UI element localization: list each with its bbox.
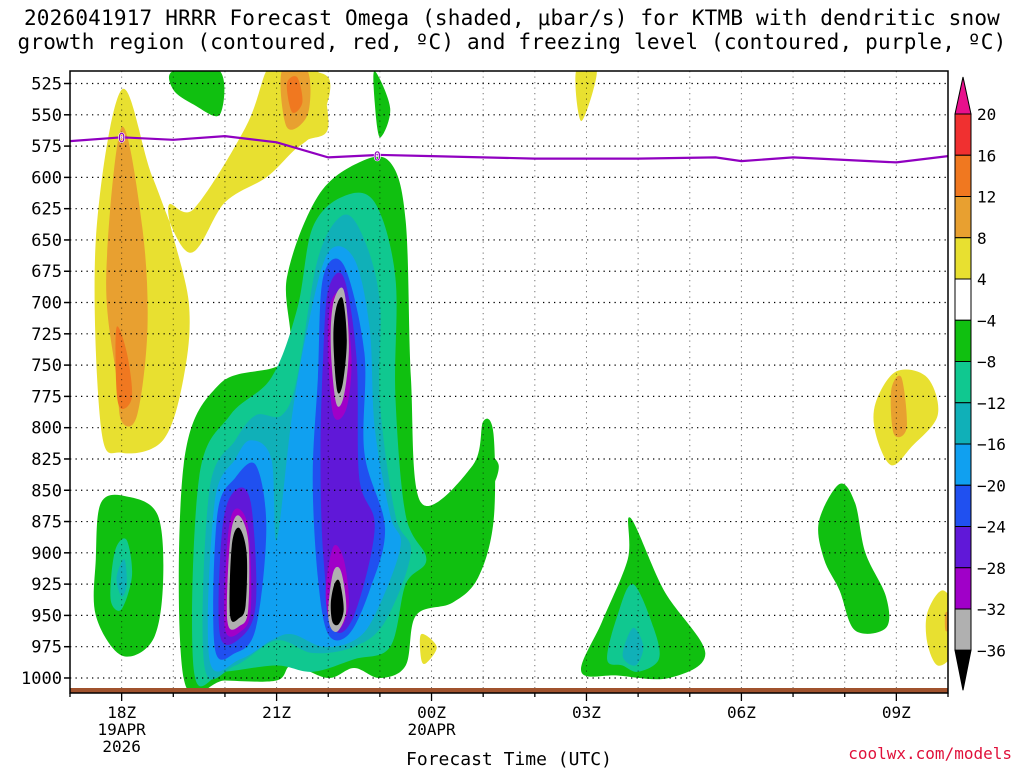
y-tick-label-625: 625	[31, 200, 62, 220]
colorbar-label-0: 20	[977, 105, 996, 124]
colorbar-label-7: −12	[977, 394, 1006, 413]
omega-region-38	[622, 627, 644, 666]
x-tick-label-21Z: 21Z	[262, 703, 291, 722]
x-tick-label-18Z: 18Z	[107, 703, 136, 722]
chart-title: 2026041917 HRRR Forecast Omega (shaded, …	[0, 6, 1024, 54]
y-tick-label-925: 925	[31, 575, 62, 595]
plot-frame	[69, 70, 949, 694]
y-tick-label-575: 575	[31, 137, 62, 157]
colorbar-label-3: 8	[977, 229, 987, 248]
colorbar-swatch-11	[954, 526, 972, 569]
omega-region-2	[115, 326, 133, 410]
omega-region-11	[925, 590, 948, 666]
colorbar-swatch-12	[954, 567, 972, 610]
credit-link[interactable]: coolwx.com/models	[848, 744, 1012, 763]
x-tick-sublabel-20APR: 20APR	[407, 720, 456, 739]
x-tick-label-06Z: 06Z	[727, 703, 756, 722]
omega-region-8	[575, 71, 597, 122]
omega-region-12	[944, 611, 948, 632]
y-tick-label-950: 950	[31, 606, 62, 626]
freezing-level-line	[70, 134, 948, 164]
colorbar-bottom-triangle	[954, 649, 972, 691]
omega-region-34	[330, 579, 344, 626]
colorbar-swatch-8	[954, 402, 972, 445]
y-tick-label-775: 775	[31, 387, 62, 407]
y-tick-label-725: 725	[31, 325, 62, 345]
omega-region-35	[229, 527, 248, 622]
x-tick-sublabel-2026: 2026	[102, 737, 141, 756]
colorbar-swatch-1	[954, 113, 972, 156]
colorbar-swatch-7	[954, 361, 972, 404]
omega-region-40	[477, 455, 499, 489]
colorbar-label-2: 12	[977, 188, 996, 207]
colorbar-label-13: −36	[977, 641, 1006, 660]
colorbar-swatch-3	[954, 196, 972, 239]
y-tick-label-800: 800	[31, 419, 62, 439]
colorbar-swatch-9	[954, 443, 972, 486]
title-line-2: growth region (contoured, red, ºC) and f…	[17, 30, 1007, 54]
y-tick-label-875: 875	[31, 513, 62, 533]
y-tick-label-750: 750	[31, 356, 62, 376]
grid	[69, 71, 949, 693]
colorbar-swatch-10	[954, 484, 972, 527]
x-tick-label-03Z: 03Z	[572, 703, 601, 722]
y-tick-label-550: 550	[31, 106, 62, 126]
y-axis: 525 550 575 600 625 650 675 700 725 750 775 800 825 8…	[21, 75, 70, 689]
colorbar: 20 16 12 8 4 −4 −8 −12 −16 −20 −24 −28 −32 −36	[954, 76, 1006, 691]
x-tick-label-09Z: 09Z	[882, 703, 911, 722]
freezing-level-label-0: 0	[118, 131, 126, 146]
y-tick-label-600: 600	[31, 168, 62, 188]
y-tick-label-1000: 1000	[21, 669, 62, 689]
colorbar-label-6: −8	[977, 353, 996, 372]
colorbar-swatch-13	[954, 608, 972, 651]
colorbar-swatch-4	[954, 237, 972, 280]
colorbar-label-8: −16	[977, 435, 1006, 454]
colorbar-swatch-6	[954, 319, 972, 362]
y-tick-label-825: 825	[31, 450, 62, 470]
colorbar-label-1: 16	[977, 146, 996, 165]
freezing-level-label-1: 0	[373, 150, 381, 165]
freezing-level-contour: 00	[70, 131, 948, 165]
x-axis-title: Forecast Time (UTC)	[406, 749, 612, 768]
colorbar-label-11: −28	[977, 559, 1006, 578]
omega-region-15	[373, 71, 391, 138]
colorbar-label-10: −24	[977, 518, 1006, 537]
omega-region-14	[168, 71, 225, 117]
y-tick-label-675: 675	[31, 262, 62, 282]
y-tick-label-900: 900	[31, 544, 62, 564]
colorbar-label-12: −32	[977, 600, 1006, 619]
colorbar-top-triangle	[954, 76, 972, 115]
x-tick-sublabel-19APR: 19APR	[98, 720, 147, 739]
y-tick-label-650: 650	[31, 231, 62, 251]
y-tick-label-850: 850	[31, 481, 62, 501]
y-tick-label-525: 525	[31, 75, 62, 95]
colorbar-label-9: −20	[977, 476, 1006, 495]
omega-region-5	[286, 76, 303, 114]
colorbar-swatch-2	[954, 154, 972, 197]
y-tick-label-700: 700	[31, 294, 62, 314]
omega-shading	[93, 71, 948, 693]
title-line-1: 2026041917 HRRR Forecast Omega (shaded, …	[23, 6, 1001, 30]
colorbar-label-5: −4	[977, 311, 996, 330]
omega-region-13	[419, 633, 437, 664]
ground-bar	[70, 688, 948, 693]
omega-region-39	[818, 483, 890, 634]
colorbar-swatch-5	[954, 278, 972, 321]
omega-region-10	[890, 375, 907, 438]
omega-region-0	[94, 71, 331, 454]
x-tick-label-00Z: 00Z	[417, 703, 446, 722]
omega-region-33	[333, 297, 347, 394]
colorbar-label-4: 4	[977, 270, 987, 289]
y-tick-label-975: 975	[31, 638, 62, 658]
